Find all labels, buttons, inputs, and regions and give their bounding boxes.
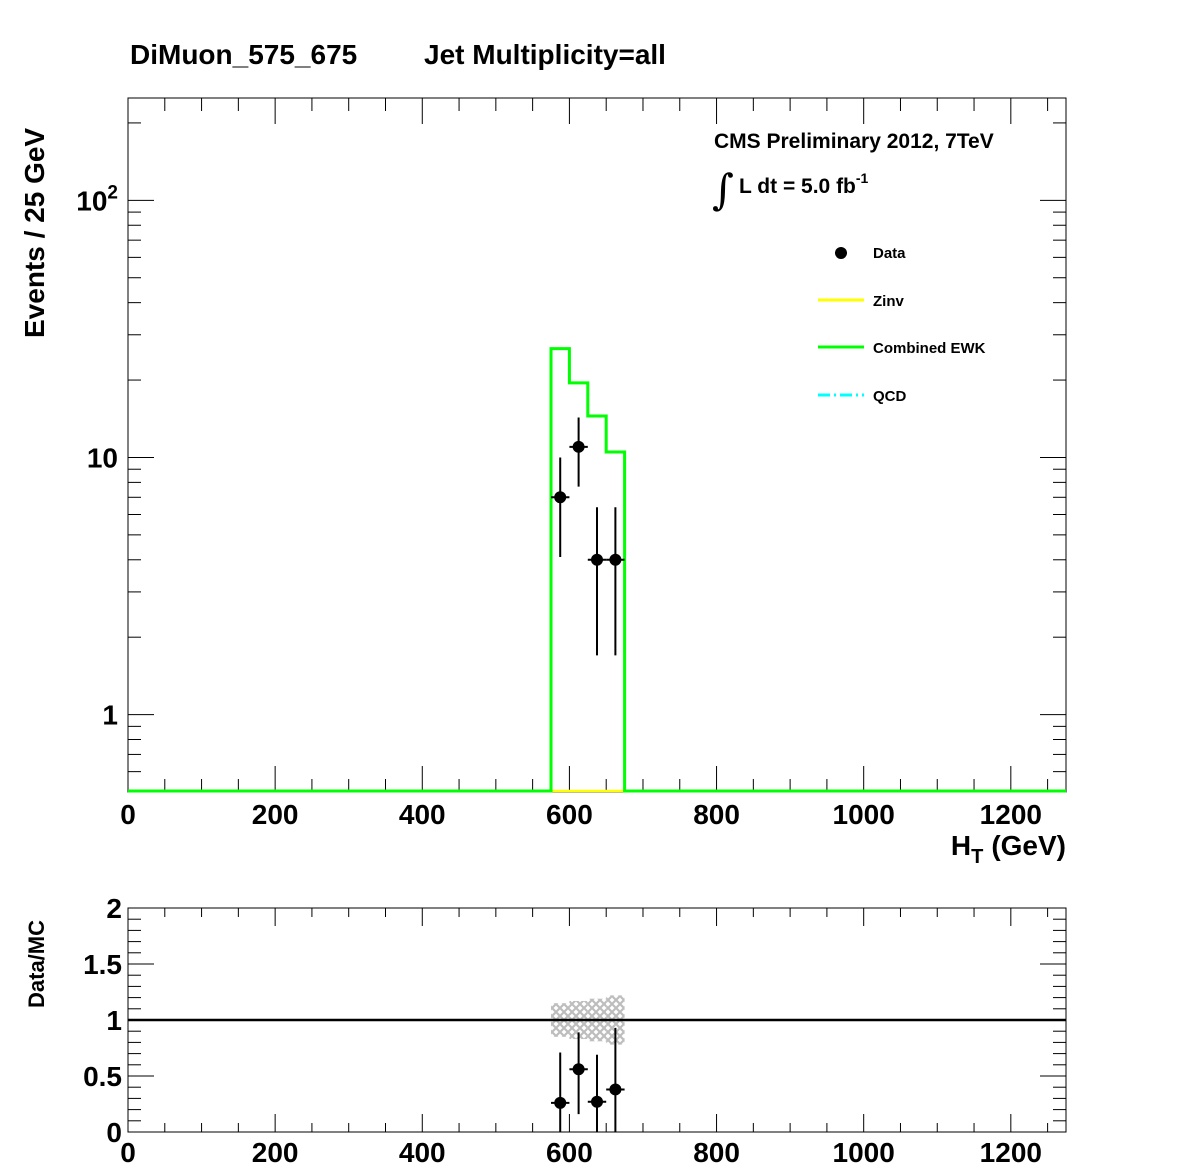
y-tick-label: 1 <box>102 700 118 731</box>
x-axis-label-sub: T <box>971 846 983 868</box>
title-right: Jet Multiplicity=all <box>424 39 666 70</box>
title-left: DiMuon_575_675 <box>130 39 357 70</box>
data-point <box>554 491 567 504</box>
x-tick-label: 0 <box>120 799 136 830</box>
y-tick-label: 10 <box>87 442 118 473</box>
data-point <box>591 553 603 566</box>
ratio-y-tick-label: 1.5 <box>83 949 122 980</box>
x-axis-label-h: H <box>951 830 971 861</box>
x-tick-label: 600 <box>546 799 593 830</box>
x-tick-label: 1200 <box>980 799 1042 830</box>
x-tick-label: 400 <box>399 799 446 830</box>
cms-label: CMS Preliminary 2012, 7TeV <box>714 130 994 153</box>
legend-zinv-label: Zinv <box>873 293 904 310</box>
integral-symbol: ∫ <box>712 165 734 214</box>
lumi-exponent: -1 <box>856 170 869 186</box>
main-data-points <box>551 417 625 656</box>
ratio-x-tick-label: 600 <box>546 1137 593 1168</box>
legend-data-label: Data <box>873 245 906 262</box>
data-point <box>609 553 622 566</box>
ratio-y-tick-label: 1 <box>106 1005 122 1036</box>
y-axis-label: Events / 25 GeV <box>19 128 50 338</box>
ratio-y-axis-label: Data/MC <box>24 920 49 1008</box>
ratio-x-tick-label: 1200 <box>980 1137 1042 1168</box>
ratio-uncertainty-band <box>128 995 1066 1045</box>
ratio-y-tick-label: 0.5 <box>83 1061 122 1092</box>
legend-data-marker <box>835 247 847 259</box>
ratio-x-tick-label: 1000 <box>833 1137 895 1168</box>
x-tick-label: 200 <box>252 799 299 830</box>
main-plot-frame <box>127 97 1067 793</box>
main-tick-labels: 0 200 400 600 800 1000 1200 1 10 102 <box>76 182 1042 830</box>
y-tick-label: 102 <box>76 182 118 216</box>
ratio-x-tick-label: 0 <box>120 1137 136 1168</box>
ratio-x-tick-label: 400 <box>399 1137 446 1168</box>
x-axis-label: HT (GeV) <box>951 830 1066 868</box>
main-axis-ticks <box>127 98 1066 793</box>
ratio-point <box>591 1095 603 1108</box>
data-point <box>572 440 585 453</box>
lumi-text: L dt = 5.0 fb <box>739 175 856 198</box>
legend: Data Zinv Combined EWK QCD <box>818 245 986 405</box>
ratio-y-tick-label: 0 <box>106 1117 122 1148</box>
x-axis-label-unit: (GeV) <box>991 830 1066 861</box>
ratio-tick-labels: 0 200 400 600 800 1000 1200 0 0.5 1 1.5 2 <box>83 893 1042 1168</box>
ratio-x-tick-label: 800 <box>693 1137 740 1168</box>
legend-ewk-label: Combined EWK <box>873 340 986 357</box>
ratio-point <box>609 1083 622 1096</box>
x-tick-label: 800 <box>693 799 740 830</box>
ratio-data-points <box>551 1027 625 1132</box>
ewk-histogram <box>128 347 1066 793</box>
legend-qcd-label: QCD <box>873 388 907 405</box>
ratio-point <box>554 1096 567 1109</box>
lumi-label: L dt = 5.0 fb-1 <box>739 170 869 198</box>
ratio-point <box>572 1063 585 1076</box>
main-histograms <box>128 347 1066 793</box>
ratio-y-tick-label: 2 <box>106 893 122 924</box>
x-tick-label: 1000 <box>833 799 895 830</box>
ratio-axis-ticks <box>127 907 1066 1133</box>
ratio-x-tick-label: 200 <box>252 1137 299 1168</box>
